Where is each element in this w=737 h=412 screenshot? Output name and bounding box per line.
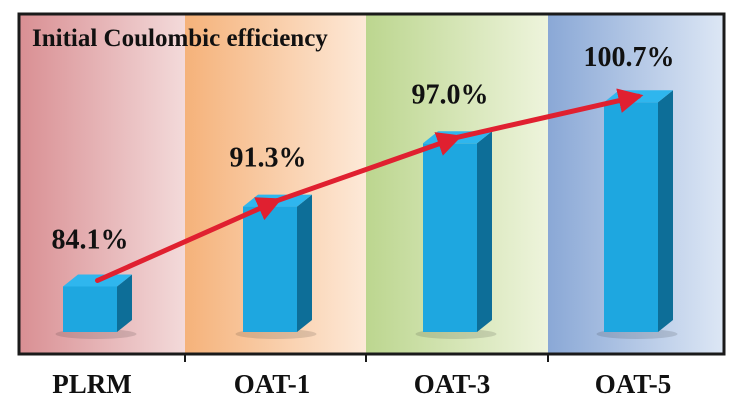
bar-front-face	[423, 143, 477, 332]
x-tick-labels: PLRM OAT-1 OAT-3 OAT-5	[52, 369, 671, 399]
x-tick-label: OAT-1	[234, 369, 311, 399]
x-tick-label: PLRM	[52, 369, 131, 399]
value-label: 97.0%	[412, 79, 489, 110]
trend-line-group	[95, 88, 644, 283]
value-label-group: 84.1% 91.3% 97.0% 100.7%	[52, 42, 675, 255]
plot-frame	[17, 12, 726, 356]
trend-segment	[455, 88, 644, 140]
chart-title: Initial Coulombic efficiency	[32, 25, 328, 52]
bar-side-face	[117, 274, 132, 332]
value-label: 91.3%	[230, 143, 307, 174]
bar-group	[55, 90, 678, 339]
bar-front-face	[63, 286, 117, 332]
bar-side-face	[658, 90, 673, 332]
bar-OAT-5	[596, 90, 678, 339]
bar-OAT-3	[415, 131, 497, 339]
x-tick-label: OAT-3	[414, 369, 491, 399]
bar-side-face	[297, 194, 312, 332]
value-label: 100.7%	[584, 42, 675, 73]
bar-OAT-1	[235, 194, 317, 339]
x-tick-label: OAT-5	[595, 369, 672, 399]
trend-segment	[275, 132, 463, 204]
value-label: 84.1%	[52, 224, 129, 255]
panel-backgrounds	[19, 14, 724, 354]
bar-side-face	[477, 131, 492, 332]
bar-front-face	[243, 206, 297, 332]
x-ticks	[184, 354, 549, 362]
bar-front-face	[604, 102, 658, 332]
bar-PLRM	[55, 274, 137, 339]
trend-segment	[95, 197, 283, 283]
